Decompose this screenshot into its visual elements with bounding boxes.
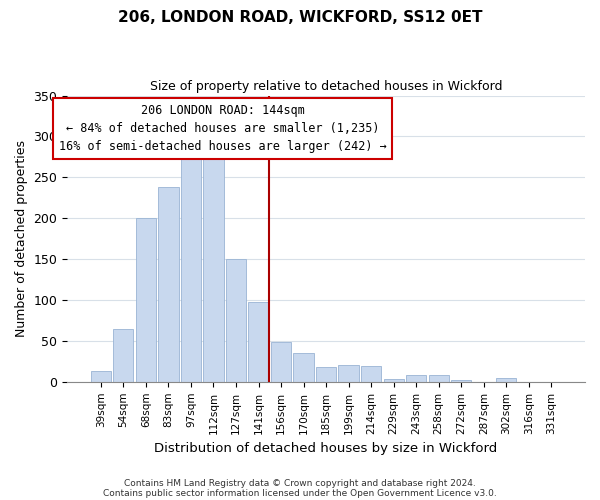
Bar <box>226 259 246 382</box>
X-axis label: Distribution of detached houses by size in Wickford: Distribution of detached houses by size … <box>154 442 498 455</box>
Text: Contains public sector information licensed under the Open Government Licence v3: Contains public sector information licen… <box>103 488 497 498</box>
Bar <box>451 380 472 382</box>
Bar <box>248 302 269 382</box>
Bar <box>271 342 291 382</box>
Bar <box>293 353 314 382</box>
Bar <box>91 371 111 382</box>
Y-axis label: Number of detached properties: Number of detached properties <box>15 140 28 337</box>
Bar <box>361 366 381 382</box>
Bar <box>406 376 427 382</box>
Bar <box>383 378 404 382</box>
Text: Contains HM Land Registry data © Crown copyright and database right 2024.: Contains HM Land Registry data © Crown c… <box>124 478 476 488</box>
Bar <box>316 367 336 382</box>
Bar <box>203 144 224 382</box>
Bar <box>113 328 133 382</box>
Title: Size of property relative to detached houses in Wickford: Size of property relative to detached ho… <box>150 80 502 93</box>
Bar <box>181 154 201 382</box>
Bar <box>496 378 517 382</box>
Bar <box>136 218 156 382</box>
Bar <box>428 376 449 382</box>
Text: 206 LONDON ROAD: 144sqm
← 84% of detached houses are smaller (1,235)
16% of semi: 206 LONDON ROAD: 144sqm ← 84% of detache… <box>59 104 386 153</box>
Bar <box>158 187 179 382</box>
Text: 206, LONDON ROAD, WICKFORD, SS12 0ET: 206, LONDON ROAD, WICKFORD, SS12 0ET <box>118 10 482 25</box>
Bar <box>338 366 359 382</box>
